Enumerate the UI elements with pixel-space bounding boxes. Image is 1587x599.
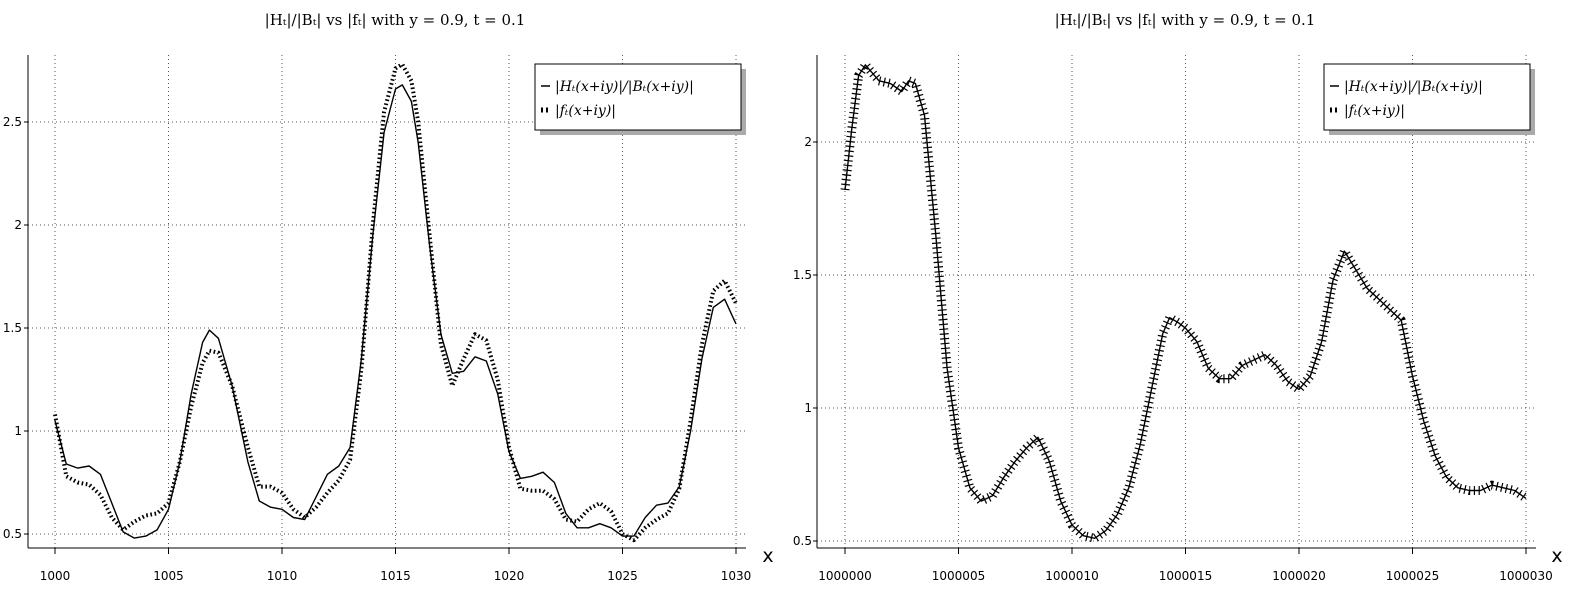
chart-left-series (53, 62, 738, 543)
chart-right-xtick-label-1: 1000005 (932, 569, 985, 583)
chart-right-series-tick-line (840, 60, 1529, 543)
chart-right-xtick-label-6: 1000030 (1499, 569, 1552, 583)
chart-left-legend-label-2: |fₜ(x+iy)| (555, 103, 616, 119)
chart-left-series-dotted-line (53, 62, 738, 543)
chart-left-xtick-label-3: 1015 (380, 569, 411, 583)
chart-left-xtick-label-4: 1020 (494, 569, 525, 583)
chart-right-ytick-label-1: 1 (804, 401, 812, 415)
chart-right-xtick-label-0: 1000000 (818, 569, 871, 583)
chart-left-xtick-label-5: 1025 (607, 569, 638, 583)
chart-left-legend-label-1: |Hₜ(x+iy)|/|Bₜ(x+iy)| (555, 79, 694, 95)
chart-right-xtick-label-2: 1000010 (1045, 569, 1098, 583)
chart-right-legend: |Hₜ(x+iy)|/|Bₜ(x+iy)| |fₜ(x+iy)| (1323, 63, 1535, 135)
chart-left-ytick-label-0: 0.5 (3, 527, 22, 541)
chart-left-axes (27, 55, 746, 549)
chart-right-legend-label-1: |Hₜ(x+iy)|/|Bₜ(x+iy)| (1344, 79, 1483, 95)
chart-right-axes (816, 55, 1536, 549)
chart-left-title: |Hₜ|/|Bₜ| vs |fₜ| with y = 0.9, t = 0.1 (265, 11, 526, 29)
chart-right-ytick-label-0: 0.5 (793, 534, 812, 548)
chart-right: |Hₜ|/|Bₜ| vs |fₜ| with y = 0.9, t = 0.1 … (793, 11, 1563, 583)
chart-left-legend: |Hₜ(x+iy)|/|Bₜ(x+iy)| |fₜ(x+iy)| (534, 63, 746, 135)
chart-left-ytick-label-3: 2 (14, 218, 22, 232)
chart-right-legend-box (1323, 63, 1531, 131)
chart-left-ytick-label-4: 2.5 (3, 115, 22, 129)
chart-right-ytick-label-3: 2 (804, 135, 812, 149)
chart-right-ytick-label-2: 1.5 (793, 268, 812, 282)
chart-right-xtick-label-4: 1000020 (1272, 569, 1325, 583)
chart-left-xtick-label-6: 1030 (721, 569, 752, 583)
chart-right-series (840, 60, 1529, 543)
chart-right-legend-label-2: |fₜ(x+iy)| (1344, 103, 1405, 119)
chart-left-xtick-label-0: 1000 (40, 569, 71, 583)
chart-left-xtick-label-2: 1010 (267, 569, 298, 583)
chart-left-x-axis-label: x (762, 545, 773, 567)
chart-left-ytick-label-1: 1 (14, 424, 22, 438)
chart-right-xtick-label-3: 1000015 (1159, 569, 1212, 583)
chart-right-ticks: 1000000 1000005 1000010 1000015 1000020 10000… (793, 135, 1553, 583)
chart-left-ticks: 1000 1005 1010 1015 1020 1025 1030 0.5 1 1.5 2 2.5 (3, 115, 751, 583)
chart-left: |Hₜ|/|Bₜ| vs |fₜ| with y = 0.9, t = 0.1 … (3, 11, 774, 583)
chart-left-series-solid-line (54, 84, 737, 539)
chart-right-x-axis-label: x (1551, 545, 1562, 567)
chart-right-title: |Hₜ|/|Bₜ| vs |fₜ| with y = 0.9, t = 0.1 (1055, 11, 1316, 29)
chart-left-ytick-label-2: 1.5 (3, 321, 22, 335)
chart-left-xtick-label-1: 1005 (153, 569, 184, 583)
chart-left-legend-box (534, 63, 742, 131)
chart-right-xtick-label-5: 1000025 (1386, 569, 1439, 583)
